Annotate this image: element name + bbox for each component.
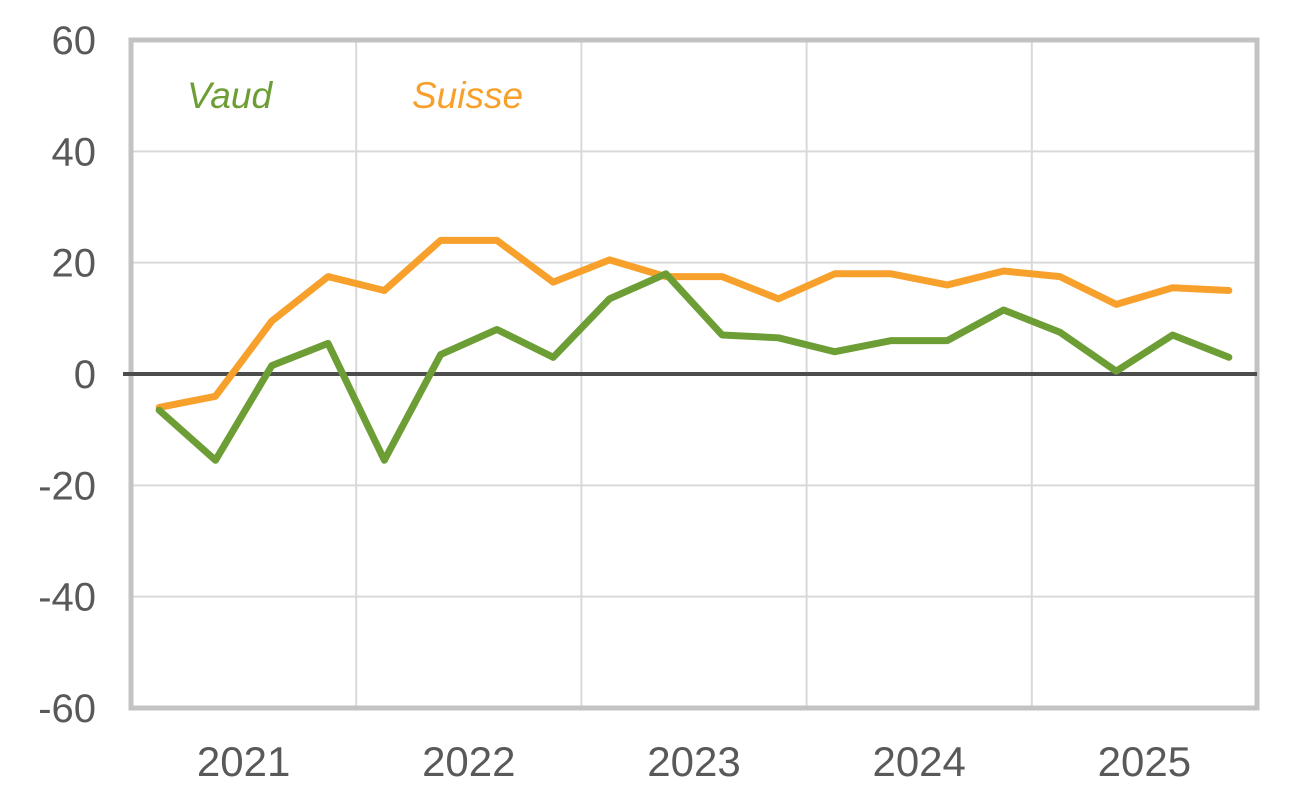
x-tick-label: 2023 <box>647 738 740 785</box>
y-tick-label: 0 <box>74 353 96 397</box>
x-tick-label: 2021 <box>197 738 290 785</box>
y-tick-label: -40 <box>38 576 96 620</box>
x-tick-label: 2025 <box>1098 738 1191 785</box>
series-line-vaud <box>155 270 1233 464</box>
y-tick-label: -20 <box>38 464 96 508</box>
x-tick-label: 2024 <box>872 738 965 785</box>
series-line-suisse <box>155 236 1233 411</box>
y-tick-label: -60 <box>38 687 96 731</box>
y-tick-label: 40 <box>52 130 97 174</box>
x-axis-tick-labels: 2021 2022 2023 2024 2025 <box>197 738 1191 785</box>
y-tick-label: 20 <box>52 242 97 286</box>
legend-label-vaud: Vaud <box>187 75 273 116</box>
x-tick-label: 2022 <box>422 738 515 785</box>
y-axis-tick-labels: 60 40 20 0 -20 -40 -60 <box>38 19 96 731</box>
y-tick-label: 60 <box>52 19 97 63</box>
series-lines-group <box>155 236 1233 464</box>
legend-label-suisse: Suisse <box>412 75 523 116</box>
